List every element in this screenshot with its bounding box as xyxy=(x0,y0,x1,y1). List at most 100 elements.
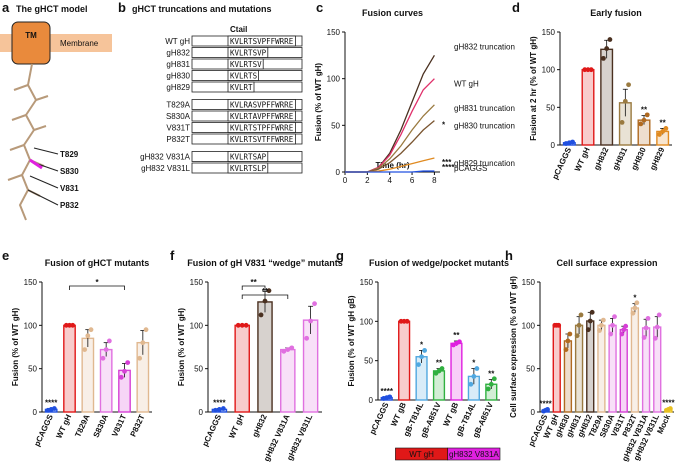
data-point xyxy=(51,406,57,411)
chart-title: Early fusion xyxy=(590,8,642,18)
data-point xyxy=(634,300,640,306)
data-point xyxy=(312,301,317,307)
construct-name: WT gH xyxy=(165,37,190,46)
data-point xyxy=(258,312,264,318)
data-point xyxy=(404,318,410,324)
data-point xyxy=(570,139,575,145)
significance: ** xyxy=(436,359,443,368)
data-point xyxy=(439,366,445,371)
sequence: KVLRTSLP xyxy=(230,164,267,173)
significance: **** xyxy=(539,399,552,408)
x-axis-label: Time (hr) xyxy=(375,161,409,170)
chart-title: Fusion of gH V831 “wedge” mutants xyxy=(187,258,343,268)
tm-label: TM xyxy=(25,31,37,40)
significance: **** xyxy=(213,399,226,408)
data-point xyxy=(289,345,295,351)
construct-name: gH831 xyxy=(166,60,190,69)
significance: ** xyxy=(453,331,460,340)
construct-name: S830A xyxy=(166,112,191,121)
x-tick-label: V831T xyxy=(110,413,128,438)
data-point xyxy=(656,312,662,318)
group-label: WT gH xyxy=(409,450,434,459)
chart-title: Fusion of wedge/pocket mutants xyxy=(369,258,509,268)
significance: ** xyxy=(660,118,667,127)
series-label: pCAGGS xyxy=(454,164,487,173)
y-tick-label: 100 xyxy=(190,321,204,330)
data-point xyxy=(608,331,614,337)
x-tick-label: 2 xyxy=(365,176,370,185)
ctail-box xyxy=(227,58,264,70)
series-label: WT gH xyxy=(454,80,479,89)
significance: * xyxy=(472,359,476,368)
panel-title: gHCT truncations and mutations xyxy=(132,4,272,14)
ctail-box xyxy=(227,133,296,145)
chart-title: Fusion of gHCT mutants xyxy=(45,258,150,268)
x-tick-label: pCAGGS xyxy=(368,400,391,435)
x-tick-label: gH832 xyxy=(251,413,270,439)
bar xyxy=(600,48,614,146)
x-tick-label: pCAGGS xyxy=(551,145,574,180)
data-point xyxy=(563,347,569,352)
data-point xyxy=(574,333,580,339)
y-tick-label: 100 xyxy=(327,75,341,84)
data-point xyxy=(304,335,310,341)
ctail-box xyxy=(227,99,296,110)
data-point xyxy=(474,366,480,371)
ctail-box xyxy=(227,70,260,81)
data-point xyxy=(667,406,673,411)
group-label: gH832 V831A xyxy=(449,450,499,459)
molecule xyxy=(7,63,49,221)
bar xyxy=(552,324,561,413)
ctail-box xyxy=(227,81,255,93)
significance: *** xyxy=(442,158,452,167)
x-tick-label: 4 xyxy=(387,176,392,185)
sequence: KVLRTSV xyxy=(230,60,262,69)
data-point xyxy=(419,354,424,360)
x-tick-label: WT gB xyxy=(389,401,408,428)
significance: **** xyxy=(380,387,393,396)
chart-title: Fusion curves xyxy=(362,8,423,18)
wedge xyxy=(29,158,43,170)
significance: * xyxy=(420,340,424,349)
series-line xyxy=(345,170,435,173)
data-point xyxy=(654,324,660,330)
ctail-box xyxy=(227,151,269,162)
ctail-box xyxy=(227,47,269,58)
data-point xyxy=(262,298,268,304)
y-tick-label: 150 xyxy=(522,278,536,287)
bar xyxy=(630,307,640,413)
data-point xyxy=(632,305,638,311)
data-point xyxy=(485,386,491,392)
x-tick-label: WT gB xyxy=(441,401,460,428)
series-label: gH830 truncation xyxy=(454,122,515,131)
construct-name: gH832 V831L xyxy=(141,164,190,173)
construct-name: gH829 xyxy=(166,83,190,92)
data-point xyxy=(644,112,650,118)
sequence: KVLRTSVP xyxy=(230,49,267,58)
data-point xyxy=(82,347,88,352)
series-label: gH831 truncation xyxy=(454,104,515,113)
significance: **** xyxy=(45,399,58,408)
panel-letter: h xyxy=(505,248,513,263)
y-tick-label: 150 xyxy=(327,28,341,37)
x-tick-label: WT gH xyxy=(573,146,592,173)
residue-label: V831 xyxy=(60,184,79,193)
y-tick-label: 0 xyxy=(199,408,204,417)
bracket xyxy=(241,294,289,299)
data-point xyxy=(308,318,313,324)
data-point xyxy=(213,407,218,413)
data-point xyxy=(610,322,615,328)
data-point xyxy=(106,338,112,344)
bar xyxy=(280,348,296,413)
x-tick-label: WT gH xyxy=(54,413,73,440)
residue-label: S830 xyxy=(60,167,79,176)
data-point xyxy=(143,327,149,333)
x-tick-label: 8 xyxy=(432,176,437,185)
panel-letter: e xyxy=(2,248,9,263)
y-tick-label: 50 xyxy=(526,365,535,374)
bar xyxy=(574,324,584,413)
construct-name: T829A xyxy=(166,101,190,110)
significance: **** xyxy=(442,163,455,172)
y-axis-label: Fusion (% of WT gH gB) xyxy=(347,295,356,386)
bracket xyxy=(241,285,266,290)
